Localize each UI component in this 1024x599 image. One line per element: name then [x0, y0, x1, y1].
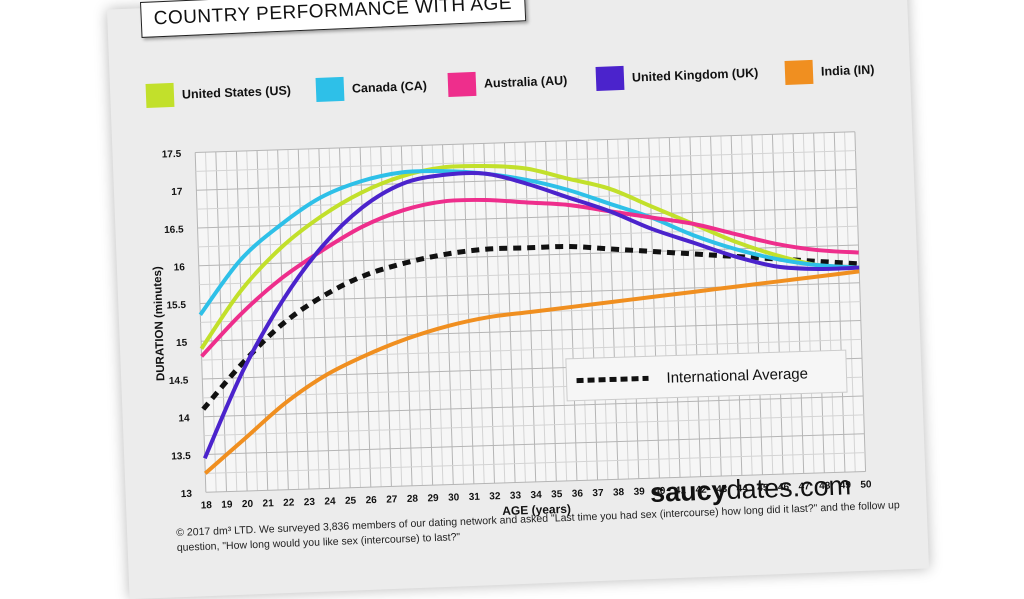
- x-tick-label: 35: [551, 489, 563, 500]
- y-tick-label: 16.5: [164, 224, 184, 236]
- y-tick-label: 13.5: [171, 451, 191, 463]
- line-chart: 18 19 20 21 22 23 24 25 26 27 28 29 30 31 32 33 34 35 36 37…: [152, 131, 873, 518]
- y-tick-label: 14.5: [169, 375, 189, 387]
- series-layer: [198, 163, 860, 475]
- x-tick-label: 20: [242, 499, 254, 510]
- avg-legend-label: International Average: [666, 365, 808, 386]
- x-tick-label: 23: [304, 497, 316, 508]
- grid-line-h: [204, 433, 865, 456]
- x-tick-label: 41: [675, 485, 687, 496]
- grid-line-h: [201, 338, 862, 361]
- x-tick-label: 19: [221, 499, 233, 510]
- y-axis-label: DURATION (minutes): [152, 266, 168, 381]
- x-tick-label: 34: [530, 490, 542, 501]
- grid-line-h: [203, 395, 864, 418]
- x-tick-label: 18: [201, 500, 213, 511]
- x-tick-label: 49: [840, 480, 852, 491]
- series-line-canada-ca: [198, 168, 860, 316]
- y-tick-label: 14: [178, 413, 190, 424]
- y-tick-label: 16: [174, 262, 186, 273]
- grid-line-h: [195, 150, 856, 172]
- x-tick-label: 42: [695, 485, 707, 496]
- x-tick-label: 25: [345, 496, 357, 507]
- x-tick-label: 33: [510, 490, 522, 501]
- avg-legend-swatch: [576, 375, 649, 384]
- x-tick-label: 21: [262, 498, 274, 509]
- tick-labels: 18 19 20 21 22 23 24 25 26 27 28 29 30 31 32 33 34 35 36 37…: [162, 149, 873, 512]
- x-tick-label: 29: [427, 493, 439, 504]
- plot-group: 18 19 20 21 22 23 24 25 26 27 28 29 30 31 32 33 34 35 36 37…: [152, 131, 873, 518]
- y-tick-label: 15: [176, 338, 188, 349]
- series-line-india-in: [203, 269, 860, 475]
- grid-line-h: [205, 471, 866, 493]
- grid-line-h: [204, 414, 864, 437]
- avg-legend-box: [565, 349, 848, 402]
- x-tick-label: 24: [324, 496, 336, 507]
- x-tick-label: 30: [448, 492, 460, 503]
- y-tick-label: 13: [181, 489, 193, 500]
- x-tick-label: 37: [592, 488, 604, 499]
- x-tick-label: 26: [365, 495, 377, 506]
- y-tick-label: 17.5: [162, 149, 182, 161]
- x-axis-label: AGE (years): [502, 502, 571, 518]
- grid-line-h: [198, 225, 858, 248]
- x-tick-label: 48: [819, 481, 831, 492]
- x-tick-label: 32: [489, 491, 501, 502]
- x-tick-label: 27: [386, 494, 398, 505]
- grid-line-h: [201, 320, 861, 342]
- x-tick-label: 28: [407, 494, 419, 505]
- grid-line-h: [199, 263, 860, 286]
- x-tick-label: 46: [778, 482, 790, 493]
- x-tick-label: 50: [860, 479, 872, 490]
- series-line-united-states-us: [199, 163, 860, 350]
- y-tick-label: 17: [171, 187, 183, 198]
- x-tick-label: 40: [654, 486, 666, 497]
- grid-line-h: [205, 452, 865, 474]
- brand-bold: saucy: [649, 475, 728, 508]
- x-tick-label: 47: [798, 481, 810, 492]
- x-tick-label: 39: [633, 486, 645, 497]
- series-line-international-average: [201, 243, 860, 411]
- x-tick-label: 36: [572, 488, 584, 499]
- x-tick-label: 31: [469, 492, 481, 503]
- x-tick-label: 45: [757, 483, 769, 494]
- series-line-united-kingdom-uk: [202, 170, 860, 460]
- grid-line-h: [195, 131, 855, 153]
- infographic: COUNTRY PERFORMANCE WITH AGE United Stat…: [106, 0, 930, 599]
- x-tick-label: 38: [613, 487, 625, 498]
- x-tick-label: 44: [737, 483, 749, 494]
- x-tick-label: 22: [283, 497, 295, 508]
- x-tick-label: 43: [716, 484, 728, 495]
- y-tick-label: 15.5: [166, 300, 186, 312]
